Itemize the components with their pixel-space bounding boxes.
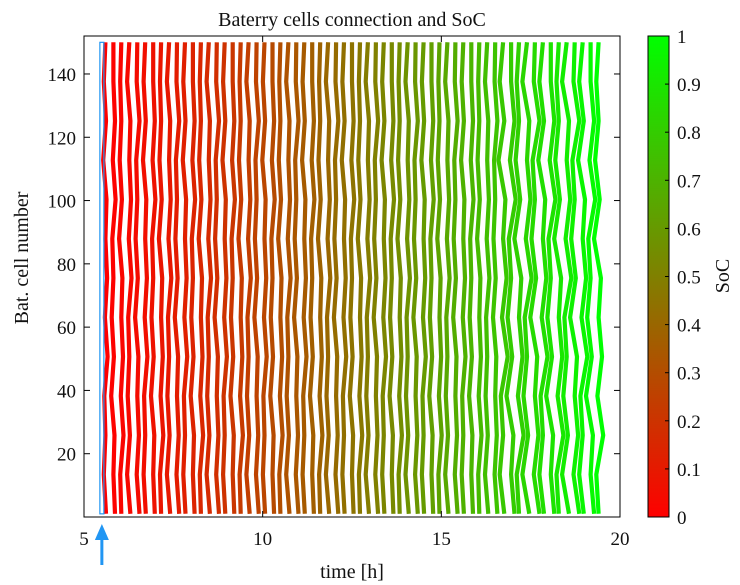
start-marker-arrow [94, 524, 109, 565]
marker-head [94, 524, 109, 540]
connection-stripe [419, 42, 428, 514]
connection-stripe [204, 42, 214, 514]
colorbar-tick-label: 1 [677, 27, 687, 48]
x-tick-label: 15 [432, 529, 451, 550]
colorbar-tick-label: 0.9 [677, 75, 701, 96]
connection-stripe [411, 42, 420, 514]
connection-stripe [148, 42, 158, 514]
colorbar-tick-label: 0.1 [677, 460, 701, 481]
connection-stripe [276, 42, 285, 514]
connection-stripe [451, 42, 460, 514]
connection-stripe [520, 42, 534, 515]
colorbar-label: SoC [712, 259, 734, 293]
connection-stripe [371, 42, 381, 514]
connection-stripe [583, 42, 598, 514]
connection-stripe [109, 42, 118, 514]
connection-stripe [284, 42, 293, 514]
colorbar-tick-label: 0 [677, 508, 687, 529]
connection-stripe [172, 42, 182, 514]
connection-stripe [244, 42, 253, 514]
connection-stripes [99, 41, 606, 515]
connection-stripe [591, 42, 606, 514]
chart-title: Baterry cells connection and SoC [218, 9, 486, 31]
connection-stripe [339, 42, 349, 514]
connection-stripe [576, 42, 590, 515]
x-tick-label: 20 [611, 529, 630, 550]
connection-stripe [560, 42, 574, 515]
connection-stripe [512, 42, 526, 514]
connection-stripe [156, 42, 166, 514]
connection-stripe [228, 42, 237, 514]
connection-stripe [140, 42, 150, 514]
connection-stripe [300, 42, 309, 514]
connection-stripe [379, 42, 389, 514]
connection-stripe [347, 42, 357, 514]
connection-stripe [260, 42, 269, 514]
connection-stripe [133, 42, 142, 514]
connection-stripe [403, 42, 412, 514]
y-axis: 20 40 60 80 100 120 140 [48, 65, 620, 466]
connection-stripe [101, 42, 110, 514]
connection-stripe [315, 42, 325, 514]
connection-stripe [323, 42, 333, 514]
connection-stripe [395, 42, 404, 514]
connection-stripe [475, 42, 484, 514]
x-tick-label: 10 [253, 529, 272, 550]
connection-stripe [164, 42, 174, 514]
colorbar-axis: 0 0.1 0.2 0.3 0.4 0.5 0.6 0.7 0.8 0.9 1 [665, 27, 701, 529]
connection-stripe [355, 42, 365, 514]
y-tick-label: 120 [48, 128, 77, 149]
y-tick-label: 100 [48, 192, 77, 213]
colorbar-tick-label: 0.8 [677, 123, 701, 144]
connection-stripe [188, 42, 198, 514]
connection-stripe [268, 42, 277, 514]
connection-stripe [496, 42, 510, 515]
plot-frame [83, 35, 621, 518]
connection-stripe [196, 42, 206, 514]
x-axis: 5 10 15 20 [79, 36, 630, 550]
connection-stripe [363, 42, 373, 514]
y-tick-label: 60 [57, 318, 76, 339]
colorbar-tick-label: 0.7 [677, 171, 701, 192]
highlight-column [99, 41, 105, 515]
connection-stripe [252, 42, 261, 514]
connection-stripe [443, 42, 452, 514]
connection-stripe [427, 42, 436, 514]
connection-stripe [536, 42, 550, 515]
connection-stripe [387, 42, 397, 514]
y-tick-label: 140 [48, 65, 77, 86]
connection-stripe [117, 42, 126, 514]
connection-stripe [435, 42, 444, 514]
connection-stripe [236, 42, 245, 514]
connection-stripe [307, 42, 317, 514]
colorbar-tick-label: 0.2 [677, 412, 701, 433]
colorbar-tick-label: 0.3 [677, 364, 701, 385]
connection-stripe [467, 42, 476, 514]
colorbar-tick-label: 0.6 [677, 219, 701, 240]
connection-stripe [212, 42, 222, 514]
connection-stripe [568, 42, 582, 515]
connection-stripe [180, 42, 190, 514]
connection-stripe [504, 42, 518, 514]
connection-stripe [292, 42, 301, 514]
colorbar-tick-label: 0.5 [677, 268, 701, 289]
connection-stripe [528, 42, 542, 515]
y-axis-label: Bat. cell number [11, 191, 33, 324]
connection-stripe [125, 42, 134, 514]
connection-stripe [552, 42, 566, 514]
connection-stripe [220, 42, 229, 514]
connection-stripe [331, 42, 341, 514]
connection-stripe [544, 42, 558, 514]
connection-stripe [490, 42, 500, 514]
x-tick-label: 5 [79, 529, 89, 550]
connection-stripe [482, 42, 492, 514]
colorbar-tick-label: 0.4 [677, 316, 701, 337]
y-tick-label: 80 [57, 255, 76, 276]
y-tick-label: 20 [57, 445, 76, 466]
x-axis-label: time [h] [320, 561, 384, 583]
y-tick-label: 40 [57, 381, 76, 402]
connection-stripe [459, 42, 468, 514]
